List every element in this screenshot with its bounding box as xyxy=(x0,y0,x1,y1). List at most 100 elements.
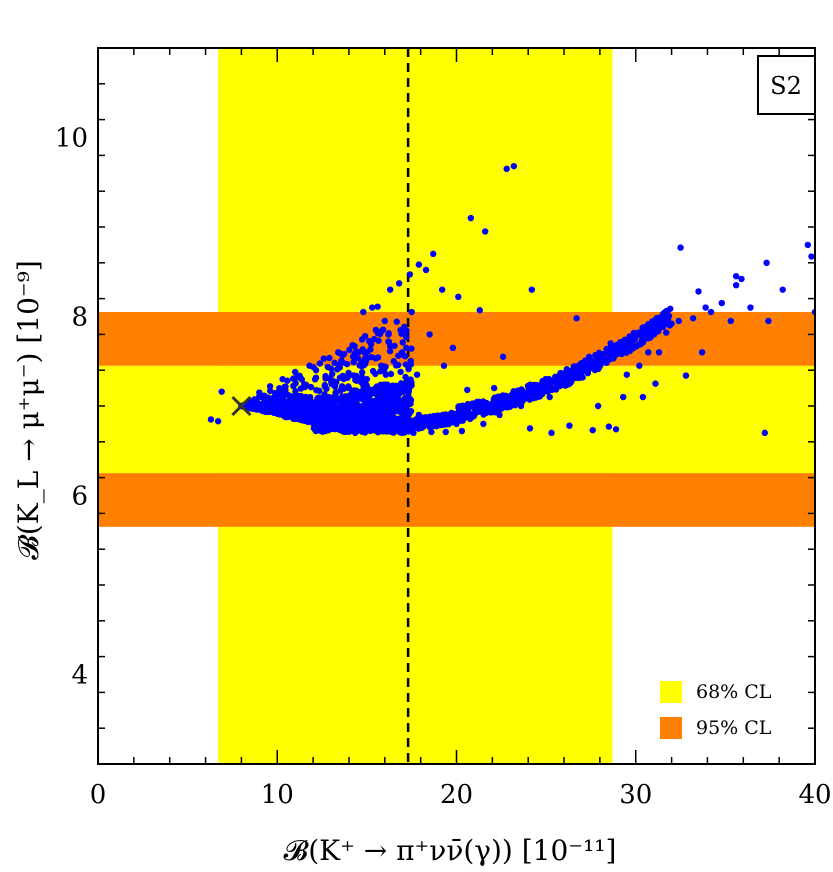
scatter-point xyxy=(343,393,351,400)
scatter-point xyxy=(292,380,299,387)
scatter-point xyxy=(804,241,812,249)
scatter-point xyxy=(621,343,628,350)
scatter-point xyxy=(246,404,254,411)
scatter-point xyxy=(732,281,740,289)
scatter-point xyxy=(399,416,407,424)
scatter-point xyxy=(585,353,593,360)
scatter-point xyxy=(663,329,670,336)
scatter-point xyxy=(407,357,414,365)
scatter-point xyxy=(552,386,560,393)
scatter-point xyxy=(341,398,348,405)
scatter-point xyxy=(689,315,697,322)
scatter-point xyxy=(655,349,663,356)
scatter-point xyxy=(623,371,630,378)
scatter-point xyxy=(350,358,357,366)
scatter-point xyxy=(407,407,415,415)
scatter-point xyxy=(320,355,328,362)
scatter-point xyxy=(306,362,313,369)
scatter-point xyxy=(481,228,489,235)
scatter-point xyxy=(266,383,274,390)
scatter-point xyxy=(430,412,437,420)
scatter-point xyxy=(640,327,648,335)
scatter-point xyxy=(496,411,503,419)
scatter-point xyxy=(668,320,675,327)
scatter-point xyxy=(398,427,405,434)
scatter-point xyxy=(386,347,394,355)
scatter-point xyxy=(279,396,286,403)
scatter-point xyxy=(390,395,398,402)
scatter-point xyxy=(808,253,815,260)
scatter-point xyxy=(361,332,369,340)
sm-point-marker xyxy=(231,395,252,417)
scatter-point xyxy=(369,387,376,394)
scatter-point xyxy=(533,389,541,397)
scatter-point xyxy=(331,393,338,401)
scatter-point xyxy=(385,331,392,338)
scatter-point xyxy=(517,402,525,410)
scatter-point xyxy=(322,420,329,428)
scatter-point xyxy=(639,393,647,401)
scatter-point xyxy=(480,398,487,405)
scatter-point xyxy=(417,422,425,430)
x-tick-label: 10 xyxy=(261,780,294,810)
scatter-point xyxy=(480,420,487,428)
scatter-point xyxy=(455,409,462,416)
scatter-point xyxy=(329,403,336,411)
scatter-point xyxy=(315,405,322,413)
x-axis-title: 𝓑(K⁺ → π⁺νν̄(γ)) [10⁻¹¹] xyxy=(284,834,617,867)
scatter-point xyxy=(560,375,568,383)
scatter-point xyxy=(358,369,366,376)
scatter-point xyxy=(718,299,725,307)
scatter-point xyxy=(331,359,338,367)
scatter-point xyxy=(348,426,355,434)
scatter-point xyxy=(698,349,706,356)
scatter-point xyxy=(312,367,320,374)
scatter-point xyxy=(290,411,297,419)
scatter-point xyxy=(282,387,289,394)
scatter-point xyxy=(579,367,586,374)
scatter-point xyxy=(406,394,413,402)
scatter-point xyxy=(375,337,382,344)
scatter-point xyxy=(390,428,397,436)
scatter-point xyxy=(526,425,534,432)
scatter-point xyxy=(612,426,620,433)
scatter-point xyxy=(610,348,617,355)
scatter-point xyxy=(544,388,551,395)
scatter-point xyxy=(323,399,331,407)
legend-label-95: 95% CL xyxy=(696,717,772,739)
scatter-point xyxy=(401,353,409,360)
scatter-point xyxy=(369,367,377,375)
scatter-point xyxy=(387,370,395,378)
scatter-point xyxy=(695,288,702,295)
scatter-point xyxy=(413,371,421,378)
scatter-point xyxy=(372,326,380,334)
scatter-point xyxy=(338,407,345,414)
scatter-point xyxy=(596,353,604,360)
scatter-point xyxy=(589,426,596,434)
scatter-point xyxy=(610,354,617,361)
scatter-point xyxy=(545,375,553,383)
scatter-point xyxy=(560,371,568,378)
scatter-point xyxy=(650,331,658,338)
scatter-point xyxy=(442,428,449,436)
scatter-point xyxy=(517,390,525,398)
scatter-point xyxy=(271,389,279,397)
scatter-point xyxy=(761,429,769,437)
scatter-point xyxy=(356,426,363,434)
y-tick-label: 6 xyxy=(71,482,88,512)
scatter-point xyxy=(473,398,481,406)
scatter-point xyxy=(415,417,422,424)
scatter-point xyxy=(428,428,435,436)
scatter-point xyxy=(578,362,586,369)
scatter-point xyxy=(441,414,448,422)
legend-label-68: 68% CL xyxy=(696,681,772,703)
scatter-point xyxy=(362,358,370,365)
scatter-point xyxy=(295,411,302,418)
scatter-point xyxy=(352,418,359,425)
scatter-point xyxy=(702,304,709,311)
scatter-point xyxy=(489,407,496,414)
scatter-point xyxy=(321,381,329,389)
scatter-point xyxy=(490,384,498,392)
x-axis-ticks: 0 10 20 30 40 xyxy=(90,48,832,810)
band-95-lower xyxy=(98,473,815,527)
